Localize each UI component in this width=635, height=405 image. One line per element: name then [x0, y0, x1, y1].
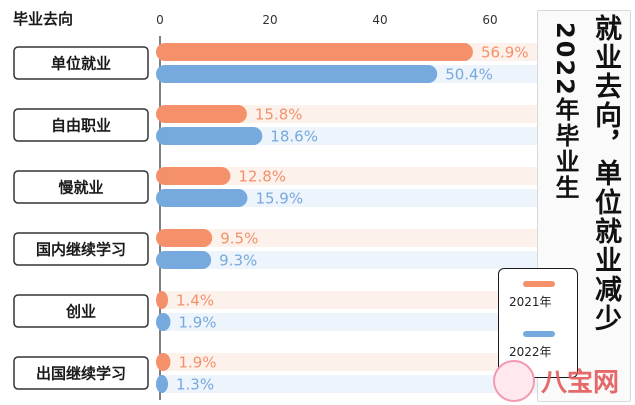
bar-track — [160, 167, 560, 185]
legend-item-2022: 2022年 — [509, 331, 555, 360]
watermark-text: 八宝网 — [541, 368, 620, 398]
category-label: 自由职业 — [51, 117, 111, 135]
category-box — [13, 108, 149, 142]
category-label: 创业 — [65, 303, 96, 321]
category-label: 单位就业 — [51, 55, 111, 73]
data-label: 15.9% — [255, 190, 303, 208]
bar-track — [160, 189, 560, 207]
x-tick-label: 40 — [372, 13, 387, 27]
category-box — [13, 46, 149, 80]
legend-swatch-2021 — [523, 281, 555, 287]
legend-label-2021: 2021年 — [509, 295, 552, 309]
data-label: 1.4% — [176, 292, 214, 310]
bar-2021 — [156, 167, 231, 185]
bar-2021 — [156, 105, 247, 123]
category-header: 毕业去向 — [13, 10, 73, 28]
data-label: 1.3% — [176, 376, 214, 394]
bar-track — [160, 229, 560, 247]
category-box — [13, 232, 149, 266]
smiley-icon — [493, 360, 535, 402]
chart-title: 就业去向，单位就业减少 — [590, 14, 621, 333]
data-label: 1.9% — [178, 354, 216, 372]
bar-track — [160, 291, 560, 309]
bar-2021 — [156, 353, 171, 371]
category-box — [13, 294, 149, 328]
bar-2021 — [156, 291, 168, 309]
bar-track — [160, 313, 560, 331]
category-box — [13, 170, 149, 204]
legend-swatch-2022 — [523, 331, 555, 337]
data-label: 56.9% — [481, 44, 529, 62]
x-tick-label: 20 — [262, 13, 277, 27]
bar-track — [160, 105, 560, 123]
data-label: 50.4% — [445, 66, 493, 84]
chart-subtitle: 2022年毕业生 — [551, 22, 579, 201]
bar-2022 — [156, 65, 438, 83]
x-tick-label: 60 — [482, 13, 497, 27]
category-box — [13, 356, 149, 390]
x-tick-label: 0 — [156, 13, 164, 27]
data-label: 1.9% — [178, 314, 216, 332]
category-label: 出国继续学习 — [36, 365, 126, 383]
bar-2021 — [156, 43, 473, 61]
legend: 2021年 2022年 — [498, 268, 578, 378]
legend-label-2022: 2022年 — [509, 345, 552, 359]
data-label: 18.6% — [270, 128, 318, 146]
data-label: 15.8% — [255, 106, 303, 124]
bar-2022 — [156, 313, 171, 331]
data-label: 9.5% — [220, 230, 258, 248]
bar-track — [160, 251, 560, 269]
bar-track — [160, 375, 560, 393]
legend-item-2021: 2021年 — [509, 281, 555, 310]
bar-2022 — [156, 251, 212, 269]
bar-2021 — [156, 229, 213, 247]
data-label: 12.8% — [238, 168, 286, 186]
watermark-logo: 八宝网 — [493, 358, 633, 404]
data-label: 9.3% — [219, 252, 257, 270]
bar-2022 — [156, 189, 248, 207]
category-label: 国内继续学习 — [36, 241, 126, 259]
bar-2022 — [156, 127, 263, 145]
category-label: 慢就业 — [58, 179, 103, 197]
bar-2022 — [156, 375, 168, 393]
bar-track — [160, 353, 560, 371]
